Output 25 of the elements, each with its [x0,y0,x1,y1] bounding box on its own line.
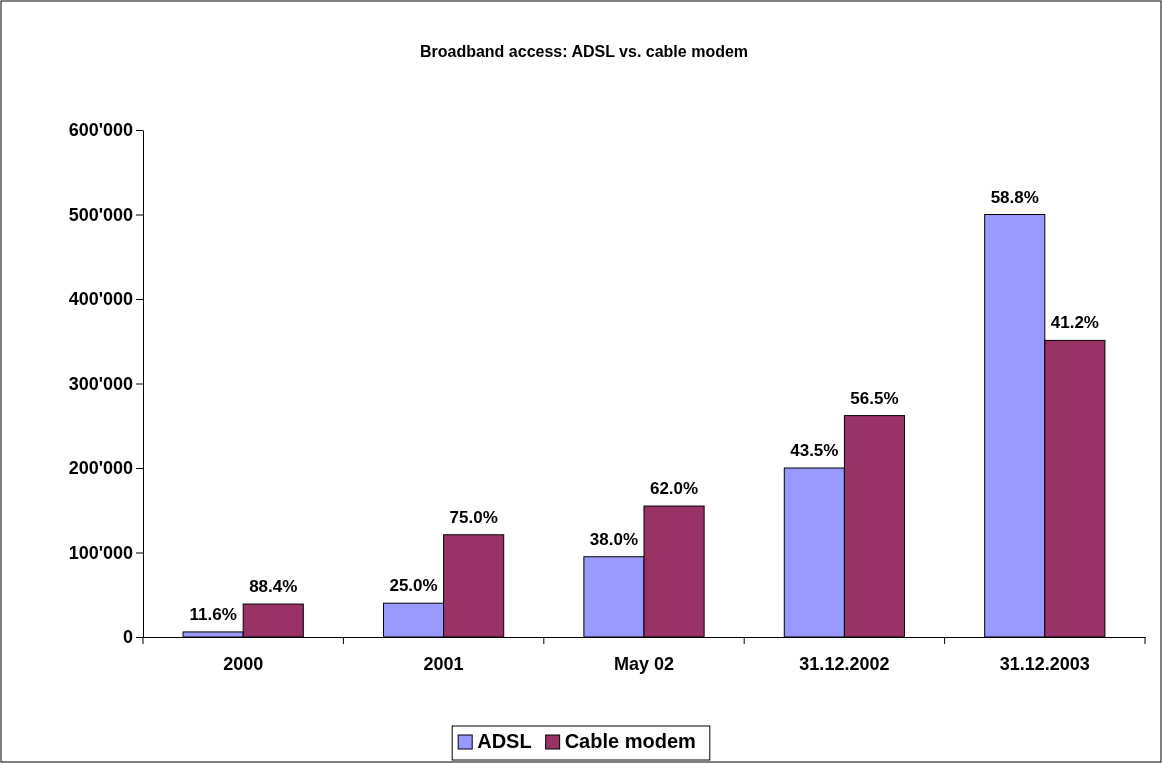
annotation: 38.0% [589,529,639,549]
annotation: 43.5% [790,441,839,460]
chart-title: Broadband access: ADSL vs. cable modem [419,43,749,60]
x-tick-label: 31.12.2002 [799,653,890,674]
x-tick-label: 2000 [223,653,264,674]
legend-label: ADSL [477,730,532,752]
y-tick-label: 500'000 [68,204,133,225]
annotation: 56.5% [850,388,899,408]
y-tick-label: 100'000 [68,542,133,563]
annotation: 41.2% [1050,313,1099,333]
y-tick-label: 0 [122,627,133,648]
annotation: 75.0% [449,507,498,527]
y-tick-label: 600'000 [68,120,133,141]
annotation: 25.0% [389,576,438,596]
y-tick-label: 200'000 [68,458,133,479]
x-tick-label: May 02 [613,653,675,674]
annotation: 88.4% [249,577,298,597]
x-tick-label: 31.12.2003 [999,653,1090,674]
legend-label: Cable modem [564,730,696,752]
annotation: 11.6% [189,604,237,624]
x-tick-label: 2001 [423,653,464,674]
annotation: 58.8% [990,187,1039,207]
y-tick-label: 300'000 [68,373,133,394]
y-tick-label: 400'000 [68,289,133,310]
annotation: 62.0% [649,479,699,499]
